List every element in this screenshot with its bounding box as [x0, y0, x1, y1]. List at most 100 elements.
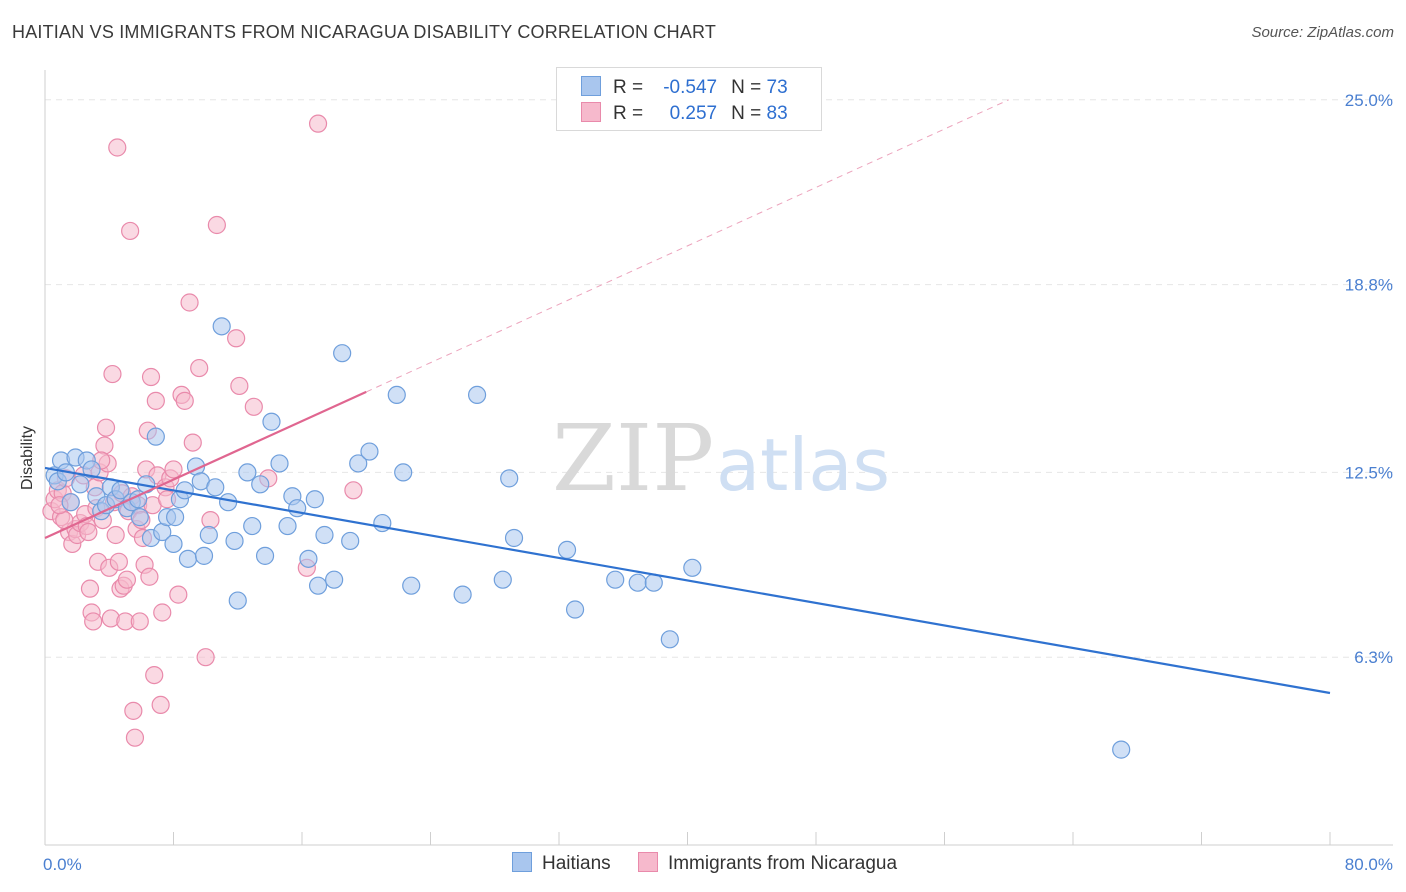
- nicaragua-point: [145, 665, 164, 685]
- haitian-point: [557, 540, 577, 560]
- nicaragua-point: [108, 138, 127, 157]
- nicaragua-point: [146, 391, 165, 410]
- haitian-point: [683, 558, 702, 577]
- axes: [44, 70, 1393, 846]
- y-tick-labels: 6.3% 12.5% 18.8% 25.0%: [1345, 91, 1393, 667]
- y-tick-label: 25.0%: [1345, 91, 1393, 110]
- haitian-point: [504, 528, 524, 548]
- legend-item-nicaragua[interactable]: Immigrants from Nicaragua: [637, 852, 898, 875]
- haitian-point: [178, 549, 198, 568]
- haitian-point: [308, 576, 328, 595]
- watermark-zip: ZIP: [552, 405, 714, 512]
- haitian-point: [238, 463, 257, 482]
- legend-row-haitians: R = -0.547 N = 73: [581, 76, 788, 100]
- nicaragua-point: [207, 215, 226, 235]
- haitians-swatch: [512, 852, 532, 872]
- legend-item-haitians[interactable]: Haitians: [512, 852, 611, 875]
- grid-lines: [45, 99, 1393, 658]
- haitian-point: [270, 454, 289, 473]
- legend-n-label: N =: [731, 77, 762, 98]
- source-credit: Source: ZipAtlas.com: [1251, 24, 1394, 41]
- nicaragua-point: [103, 364, 122, 384]
- series-legend: Haitians Immigrants from Nicaragua: [512, 852, 919, 875]
- haitian-point: [278, 516, 297, 536]
- nicaragua-point: [130, 612, 149, 631]
- nicaragua-point: [117, 570, 137, 589]
- nicaragua-point: [106, 525, 125, 545]
- nicaragua-point: [95, 436, 114, 455]
- haitian-point: [349, 454, 368, 473]
- nicaragua-point: [164, 460, 183, 479]
- y-axis-label: Disability: [19, 426, 36, 490]
- haitian-point: [299, 549, 318, 568]
- haitian-points: [45, 317, 1131, 759]
- haitian-point: [206, 478, 225, 497]
- haitian-point: [315, 525, 334, 545]
- nicaragua-point: [196, 648, 215, 667]
- nicaragua-point: [153, 603, 172, 622]
- nicaragua-point: [244, 397, 263, 416]
- chart-title: HAITIAN VS IMMIGRANTS FROM NICARAGUA DIS…: [12, 22, 717, 42]
- haitian-point: [194, 546, 214, 565]
- legend-swatch-pink: [581, 102, 601, 122]
- haitian-point: [199, 525, 218, 545]
- nicaragua-point: [80, 579, 100, 598]
- nicaragua-point: [124, 701, 143, 720]
- x-tick-label: 80.0%: [1345, 855, 1393, 874]
- legend-r-value: 0.257: [669, 103, 718, 124]
- haitian-point: [71, 475, 90, 494]
- haitian-point: [360, 442, 379, 461]
- haitian-point: [219, 493, 238, 512]
- haitian-point: [467, 385, 487, 405]
- nicaragua-point: [151, 695, 170, 715]
- haitian-point: [341, 531, 360, 551]
- nicaragua-point: [227, 329, 246, 348]
- nicaragua-point: [344, 481, 363, 500]
- haitian-point: [225, 531, 244, 551]
- nicaragua-point: [230, 376, 249, 396]
- haitian-point: [325, 570, 344, 589]
- x-tick-label: 0.0%: [43, 855, 82, 874]
- haitian-point: [251, 475, 270, 494]
- nicaragua-point: [308, 114, 328, 133]
- nicaragua-point: [96, 418, 116, 437]
- watermark: ZIP atlas: [552, 405, 890, 512]
- legend-swatch-blue: [581, 76, 601, 96]
- haitian-point: [243, 516, 262, 536]
- nicaragua-point: [190, 358, 209, 378]
- nicaragua-points: [42, 114, 363, 747]
- haitian-point: [82, 460, 101, 479]
- haitian-trend-line: [44, 466, 1331, 695]
- haitian-point: [606, 570, 625, 589]
- haitian-point: [333, 344, 352, 363]
- nicaragua-point: [169, 585, 188, 604]
- nicaragua-swatch: [637, 852, 658, 872]
- y-tick-label: 6.3%: [1354, 648, 1393, 667]
- haitian-point: [212, 317, 231, 336]
- nicaragua-label: Immigrants from Nicaragua: [667, 853, 898, 874]
- nicaragua-point: [121, 221, 140, 241]
- haitian-point: [394, 463, 413, 482]
- nicaragua-point: [84, 612, 103, 631]
- y-tick-label: 12.5%: [1345, 463, 1393, 482]
- haitians-label: Haitians: [542, 853, 611, 874]
- haitian-point: [166, 508, 185, 527]
- x-tick-labels: 0.0% 80.0%: [43, 855, 1393, 874]
- legend-n-value: 83: [766, 103, 788, 124]
- haitian-point: [500, 469, 519, 488]
- correlation-legend: R = -0.547 N = 73 R = 0.257 N = 83: [556, 67, 822, 131]
- nicaragua-point: [125, 728, 145, 747]
- nicaragua-point: [109, 552, 128, 571]
- legend-row-nicaragua: R = 0.257 N = 83: [581, 102, 788, 126]
- haitian-point: [164, 534, 183, 554]
- nicaragua-trend-extension: [366, 99, 1009, 393]
- haitian-point: [402, 576, 421, 595]
- haitian-point: [146, 427, 165, 446]
- haitian-point: [644, 573, 663, 592]
- legend-n-label: N =: [731, 103, 762, 124]
- legend-n-value: 73: [766, 77, 788, 98]
- nicaragua-point: [183, 433, 202, 452]
- nicaragua-point: [141, 367, 161, 387]
- haitian-point: [228, 591, 247, 610]
